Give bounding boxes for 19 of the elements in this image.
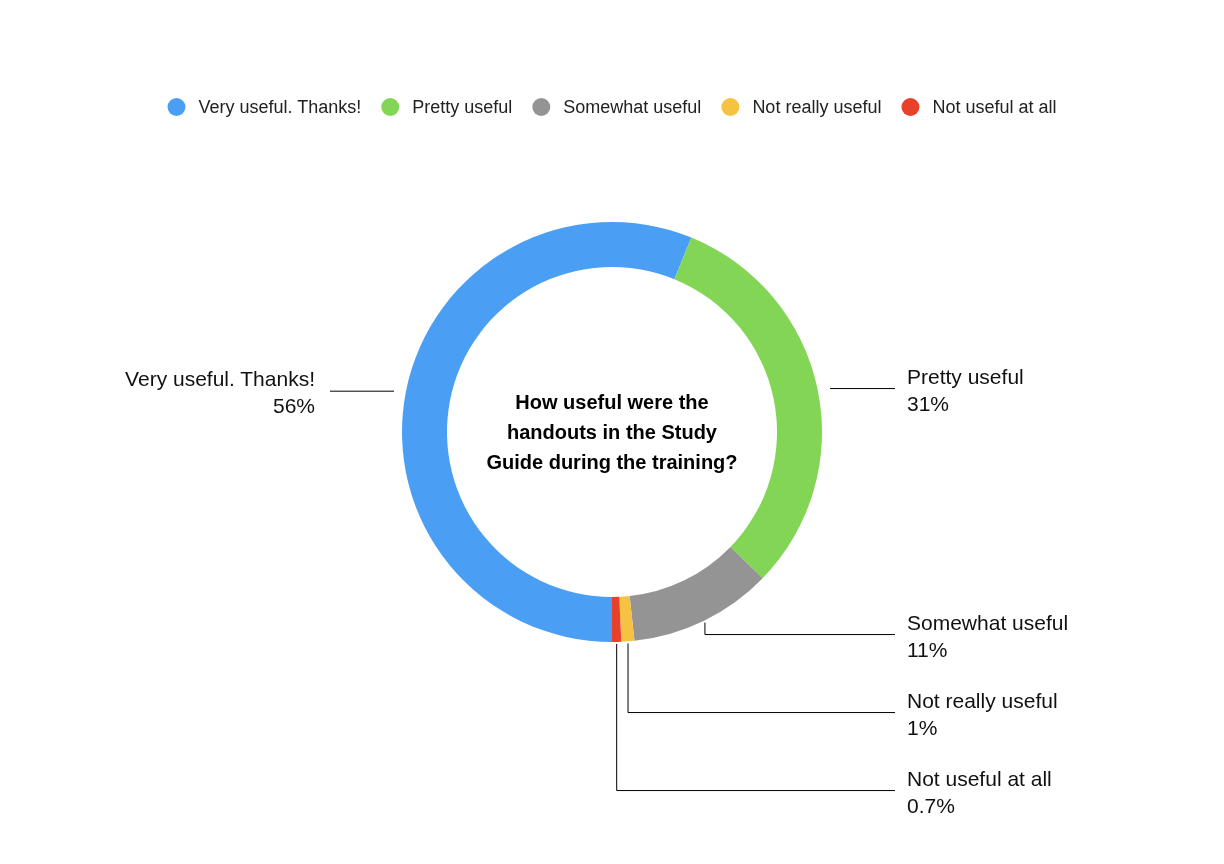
donut-slice	[612, 596, 622, 642]
data-label: 31%	[907, 391, 950, 415]
donut-slice	[619, 596, 635, 642]
legend-label: Very useful. Thanks!	[198, 97, 362, 117]
legend-label: Not useful at all	[932, 97, 1057, 117]
slice-label: Not really useful	[907, 688, 1058, 712]
slice-label: Pretty useful	[907, 364, 1024, 388]
data-label: 56%	[272, 394, 315, 418]
legend-label: Not really useful	[752, 97, 882, 117]
legend-label: Pretty useful	[412, 97, 513, 117]
data-label: 1%	[907, 715, 938, 739]
data-label: 11%	[907, 637, 948, 661]
donut-slice	[629, 546, 763, 641]
slice-label: Not useful at all	[907, 766, 1052, 790]
slice-label: Very useful. Thanks!	[125, 367, 315, 391]
slice-label: Somewhat useful	[907, 610, 1069, 634]
data-label: 0.7%	[907, 793, 955, 817]
legend-label: Somewhat useful	[563, 97, 702, 117]
text: How useful were the handouts in the Study Guide during the training?	[486, 391, 738, 473]
